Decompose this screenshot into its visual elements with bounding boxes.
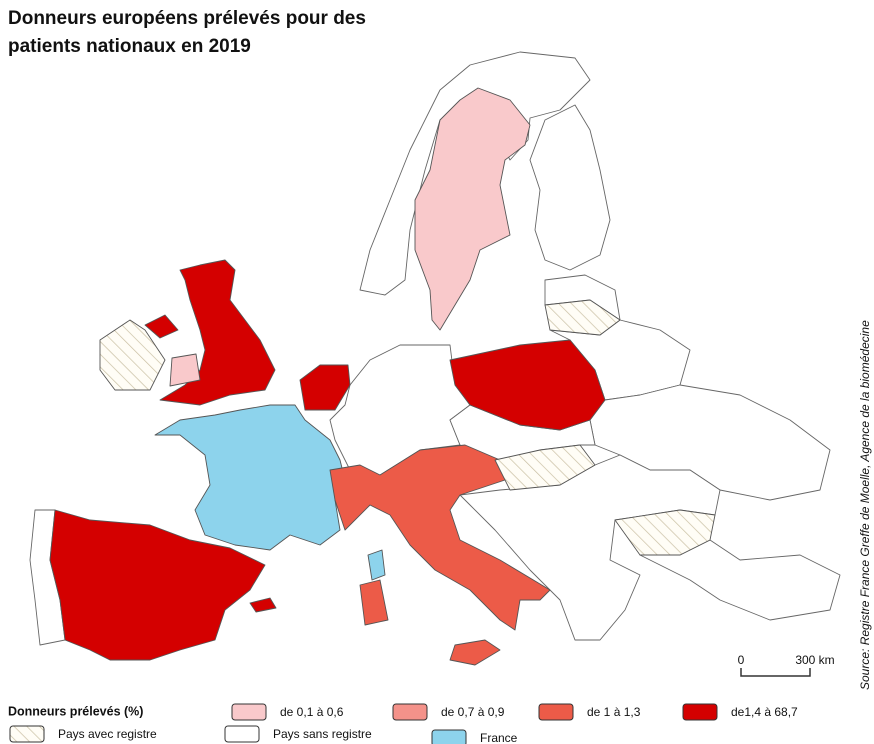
country <box>359 579 389 626</box>
countries <box>49 87 716 666</box>
country <box>449 339 606 431</box>
country <box>144 314 179 339</box>
country <box>329 444 551 631</box>
legend-swatch <box>224 725 260 743</box>
other-countries <box>29 51 841 646</box>
legend-label: de 0,1 à 0,6 <box>280 705 344 719</box>
scale-label: 0 <box>738 653 745 667</box>
title-line: Donneurs européens prélevés pour des <box>8 8 366 29</box>
legend-label: de 1 à 1,3 <box>587 705 641 719</box>
source: Source: Registre France Greffe de Moelle… <box>858 320 872 690</box>
legend-swatch <box>538 703 574 721</box>
country <box>249 597 277 613</box>
scale-line <box>740 668 811 677</box>
legend-label: de 0,7 à 0,9 <box>441 705 505 719</box>
legend-swatch <box>431 729 467 744</box>
legend-swatch <box>231 703 267 721</box>
country <box>544 299 621 336</box>
legend-swatch <box>682 703 718 721</box>
country <box>494 444 596 491</box>
legend-label: Pays avec registre <box>58 727 157 741</box>
country <box>159 259 276 406</box>
country <box>449 639 501 666</box>
legend-label: de1,4 à 68,7 <box>731 705 798 719</box>
country-outline <box>529 104 611 271</box>
scale-label: 300 km <box>795 653 834 667</box>
country-outline <box>459 454 721 641</box>
title-line: patients nationaux en 2019 <box>8 36 251 57</box>
legend: de 0,1 à 0,6 de 0,7 à 0,9 de 1 à 1,3 de1,4 … <box>9 703 798 744</box>
scale-bar: 0 300 km <box>738 653 835 677</box>
country <box>414 87 531 331</box>
legend-label: France <box>480 731 518 744</box>
legend-swatch <box>392 703 428 721</box>
legend-title: Donneurs prélevés (%) <box>8 704 143 718</box>
legend-label: Pays sans registre <box>273 727 372 741</box>
country <box>169 353 201 387</box>
country <box>299 364 351 411</box>
country <box>614 509 716 556</box>
country <box>49 509 266 661</box>
country <box>99 319 166 391</box>
legend-swatch <box>9 725 45 743</box>
country-outline <box>589 384 831 501</box>
country <box>367 549 386 581</box>
country <box>154 404 346 551</box>
